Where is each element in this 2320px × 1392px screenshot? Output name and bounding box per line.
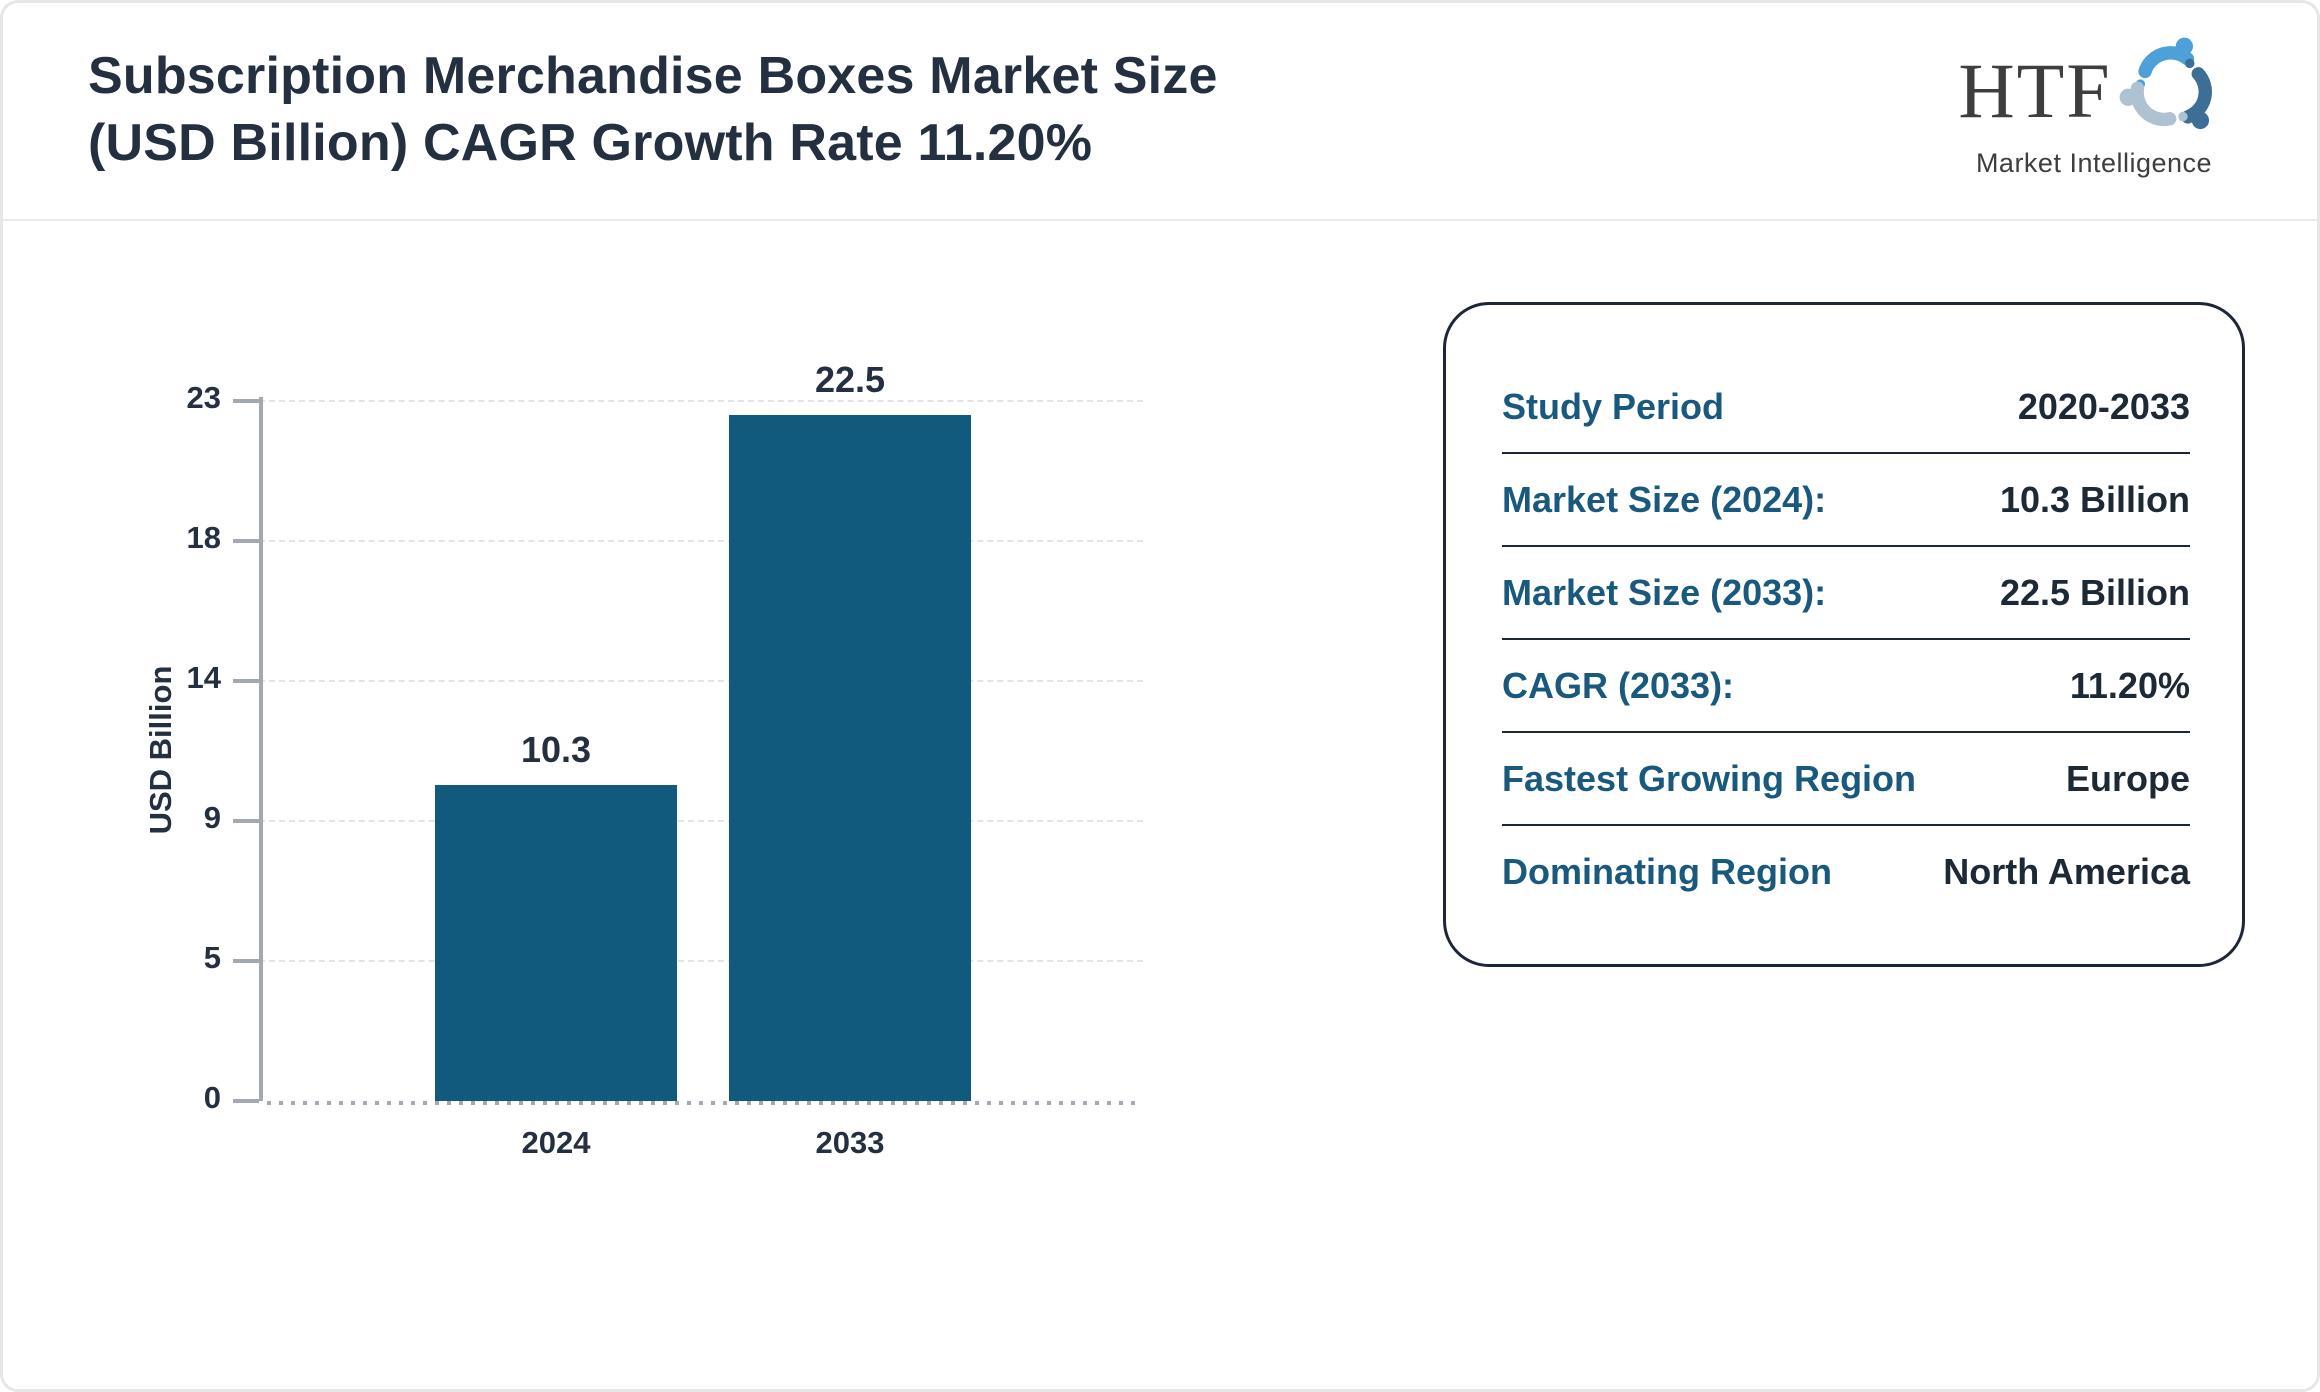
gridline [259, 960, 1143, 962]
info-value: 2020-2033 [2017, 385, 2190, 427]
y-tick-mark [233, 399, 259, 403]
htf-logo-text: HTF [1958, 46, 2112, 134]
y-tick-label: 18 [186, 520, 221, 555]
y-tick-mark [233, 539, 259, 543]
y-axis-label: USD Billion [143, 665, 178, 835]
y-tick-label: 23 [186, 380, 221, 415]
page-title-line2: (USD Billion) CAGR Growth Rate 11.20% [88, 114, 1093, 172]
htf-logo: HTF [1939, 29, 2249, 179]
htf-logo-subtext: Market Intelligence [1975, 148, 2213, 178]
info-row: Study Period 2020-2033 [1502, 361, 2190, 454]
y-tick-mark [233, 959, 259, 963]
x-axis-dash-overlay [259, 1101, 1143, 1105]
x-tick-label: 2024 [521, 1125, 591, 1160]
htf-swirl-icon [2112, 29, 2230, 152]
y-axis-line [259, 397, 263, 1105]
y-tick-label: 9 [203, 800, 221, 835]
info-value: North America [1943, 850, 2190, 892]
gridline [259, 680, 1143, 682]
info-row: Dominating Region North America [1502, 826, 2190, 917]
info-label: Dominating Region [1502, 850, 1832, 892]
info-row: CAGR (2033): 11.20% [1502, 640, 2190, 733]
bar-value-label: 10.3 [520, 729, 592, 770]
info-value: 10.3 Billion [1999, 478, 2190, 520]
info-row: Market Size (2033): 22.5 Billion [1502, 547, 2190, 640]
bar-value-label: 22.5 [814, 359, 886, 400]
page-title-line1: Subscription Merchandise Boxes Market Si… [88, 47, 1218, 105]
y-tick-mark [233, 679, 259, 683]
x-tick-label: 2033 [815, 1125, 885, 1160]
info-label: Fastest Growing Region [1502, 757, 1917, 799]
y-tick-label: 0 [203, 1080, 221, 1115]
info-label: Study Period [1502, 385, 1725, 427]
info-row: Market Size (2024): 10.3 Billion [1502, 454, 2190, 547]
page-title: Subscription Merchandise Boxes Market Si… [88, 43, 1388, 177]
info-value: 11.20% [2069, 664, 2190, 706]
info-value: Europe [2065, 757, 2190, 799]
y-tick-label: 5 [203, 940, 221, 975]
bar-2024 [435, 785, 677, 1101]
info-label: CAGR (2033): [1502, 664, 1735, 706]
y-tick-mark [233, 819, 259, 823]
info-row: Fastest Growing Region Europe [1502, 733, 2190, 826]
bar-chart: USD Billion 0 5 9 14 18 23 10.3 2024 22.5 2033 [3, 3, 1203, 1203]
y-tick-label: 14 [186, 660, 221, 695]
info-value: 22.5 Billion [1999, 571, 2190, 613]
gridline [259, 540, 1143, 542]
gridline [259, 400, 1143, 402]
info-panel: Study Period 2020-2033 Market Size (2024… [1443, 302, 2245, 967]
gridline [259, 820, 1143, 822]
info-label: Market Size (2033): [1502, 571, 1827, 613]
info-label: Market Size (2024): [1502, 478, 1827, 520]
bar-2033 [729, 415, 971, 1101]
y-tick-mark [233, 1099, 259, 1103]
header-divider [3, 219, 2317, 221]
